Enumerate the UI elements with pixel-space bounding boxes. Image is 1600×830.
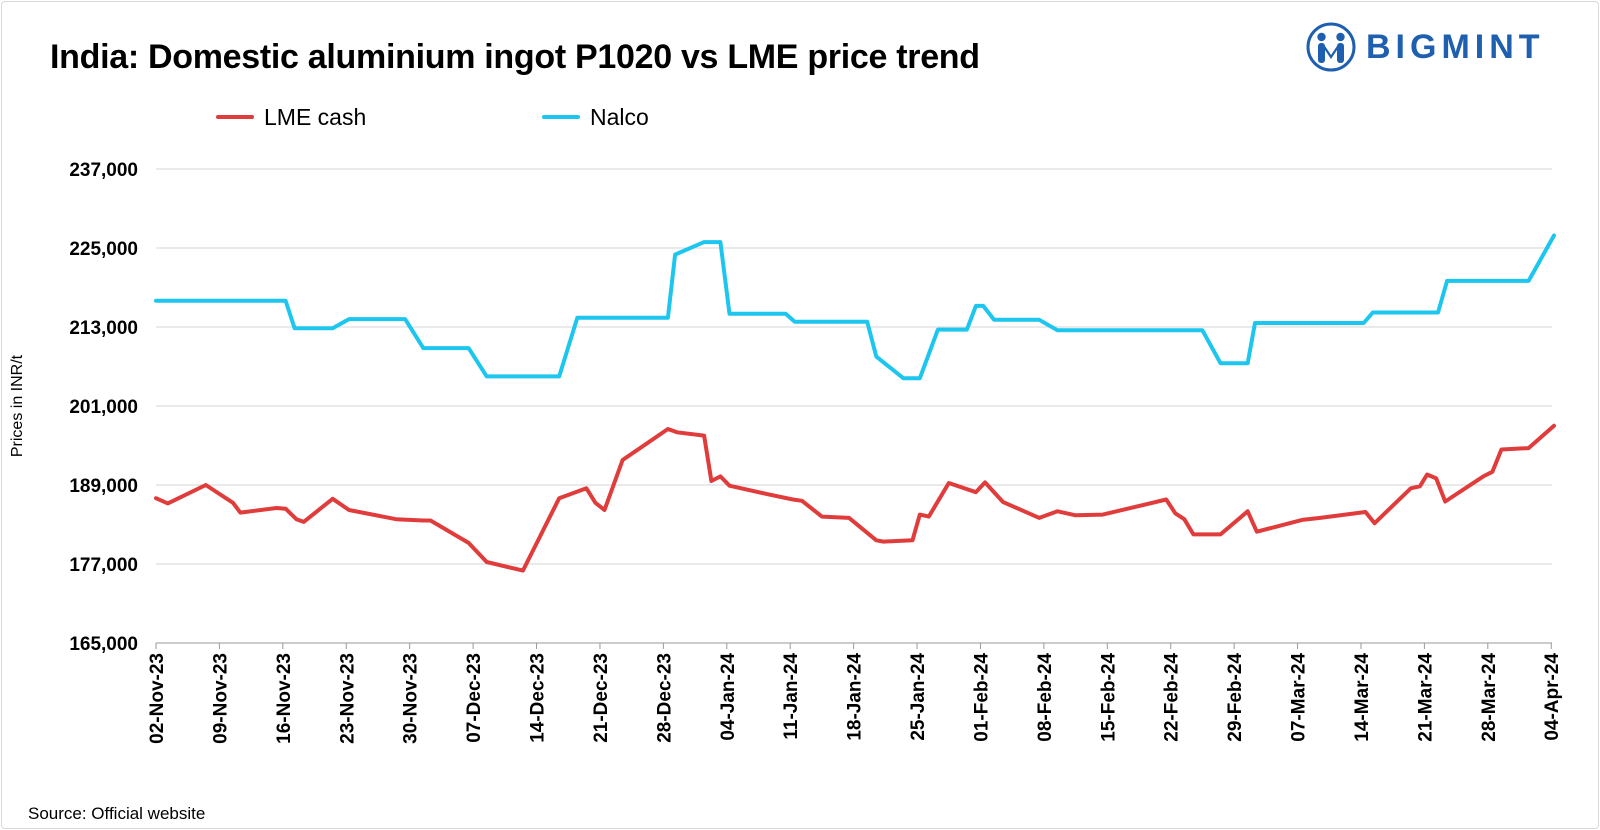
x-tick-label: 07-Mar-24	[1289, 653, 1310, 742]
y-tick-label: 189,000	[69, 476, 138, 497]
brand-logo: BIGMINT	[1306, 22, 1545, 72]
series-line-lme-cash	[154, 423, 1556, 573]
x-tick-label: 30-Nov-23	[401, 653, 422, 744]
y-axis-title: Prices in INR/t	[9, 354, 26, 457]
legend-label: LME cash	[264, 104, 366, 130]
x-tick-label: 04-Apr-24	[1542, 653, 1563, 741]
x-tick-label: 14-Mar-24	[1352, 653, 1373, 742]
x-tick-label: 04-Jan-24	[718, 653, 739, 741]
source-note: Source: Official website	[28, 804, 206, 823]
x-tick-label: 22-Feb-24	[1162, 653, 1183, 742]
x-tick-label: 01-Feb-24	[971, 653, 992, 742]
x-tick-label: 21-Mar-24	[1415, 653, 1436, 742]
x-tick-label: 29-Feb-24	[1225, 653, 1246, 742]
x-tick-label: 02-Nov-23	[147, 653, 168, 744]
x-tick-label: 08-Feb-24	[1035, 653, 1056, 742]
x-tick-label: 23-Nov-23	[337, 653, 358, 744]
gridlines	[156, 168, 1552, 644]
chart-title: India: Domestic aluminium ingot P1020 vs…	[50, 38, 980, 76]
brand-name: BIGMINT	[1366, 27, 1545, 66]
y-tick-label: 225,000	[69, 239, 138, 260]
y-tick-label: 237,000	[69, 160, 138, 181]
x-tick-label: 25-Jan-24	[908, 653, 929, 741]
x-tick-label: 07-Dec-23	[464, 653, 485, 743]
y-tick-label: 177,000	[69, 555, 138, 576]
x-tick-label: 21-Dec-23	[591, 653, 612, 743]
legend-label: Nalco	[590, 104, 649, 130]
y-tick-label: 213,000	[69, 318, 138, 339]
people-circle-icon	[1306, 22, 1356, 72]
legend: LME cash Nalco	[216, 104, 649, 130]
x-tick-label: 14-Dec-23	[528, 653, 549, 743]
x-tick-label: 28-Dec-23	[654, 653, 675, 743]
x-tick-label: 18-Jan-24	[845, 653, 866, 741]
y-tick-label: 201,000	[69, 397, 138, 418]
series-lines	[154, 233, 1556, 573]
x-tick-label: 16-Nov-23	[274, 653, 295, 744]
x-tick-label: 15-Feb-24	[1098, 653, 1119, 742]
x-axis: 02-Nov-23 09-Nov-23 16-Nov-23 23-Nov-23 30-N…	[147, 643, 1563, 744]
x-tick-label: 09-Nov-23	[210, 653, 231, 744]
y-axis: 165,000 177,000 189,000 201,000 213,000 225,0…	[9, 160, 138, 655]
x-tick-label: 11-Jan-24	[781, 653, 802, 740]
y-tick-label: 165,000	[69, 634, 138, 655]
x-tick-label: 28-Mar-24	[1479, 653, 1500, 742]
series-line-nalco	[154, 233, 1556, 381]
